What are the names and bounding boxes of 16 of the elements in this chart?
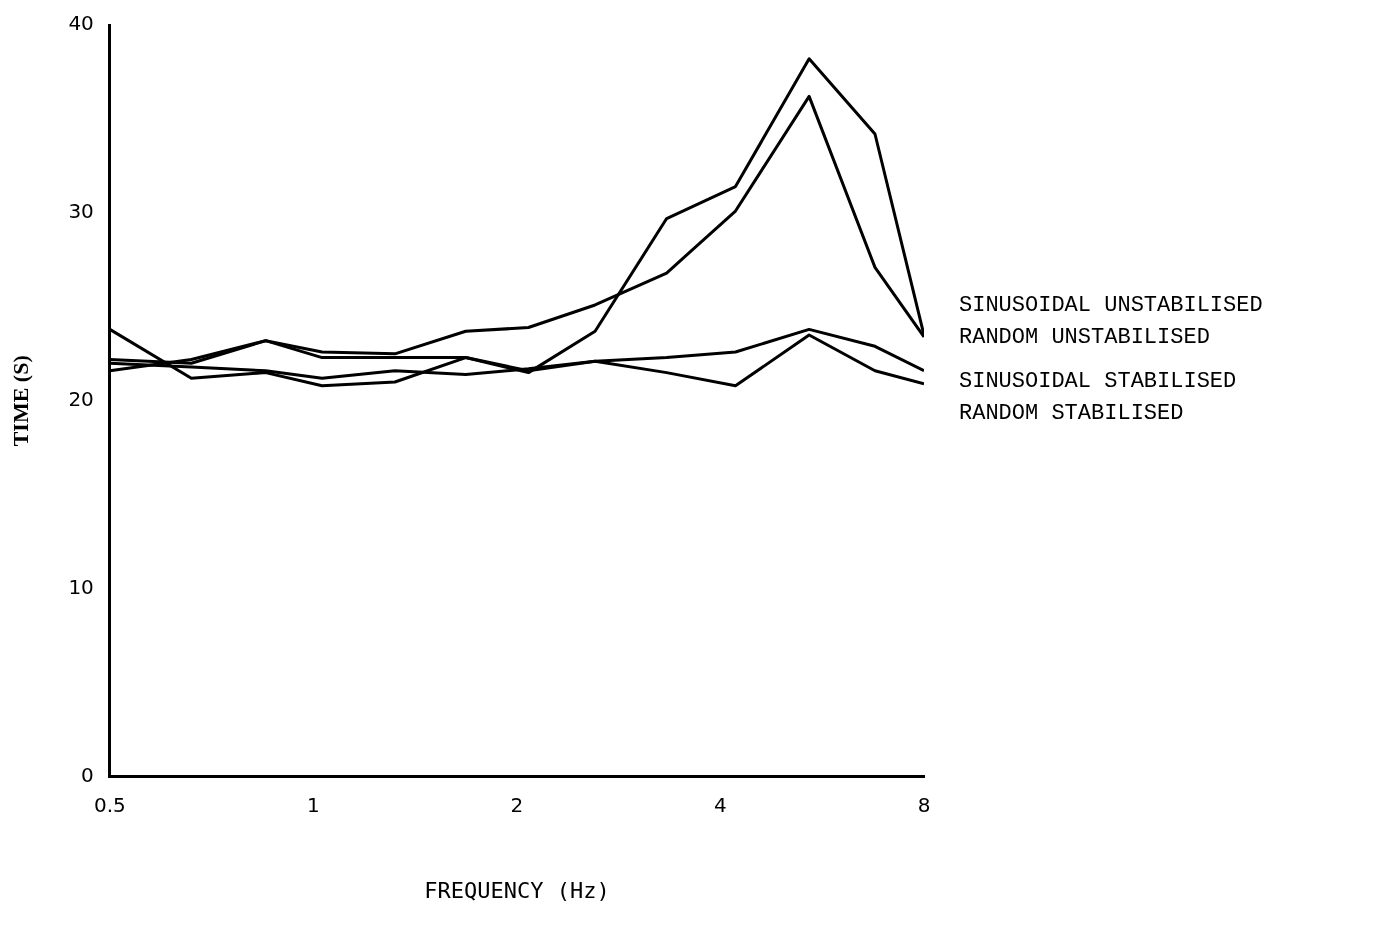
y-tick-label: 20	[68, 387, 94, 411]
y-tick-label: 0	[81, 762, 94, 787]
x-axis-title: FREQUENCY (Hz)	[424, 877, 610, 903]
series-label: SINUSOIDAL UNSTABILISED	[959, 292, 1263, 318]
series-label: RANDOM STABILISED	[959, 400, 1184, 426]
series-label: SINUSOIDAL STABILISED	[959, 368, 1237, 394]
x-tick-label: 8	[917, 792, 931, 817]
x-tick-label: 1	[307, 792, 320, 817]
series-label: RANDOM UNSTABILISED	[959, 324, 1210, 350]
x-tick-label: 4	[714, 792, 727, 817]
y-axis-title: TIME (S)	[7, 355, 33, 447]
x-tick-label: 2	[510, 792, 524, 817]
y-tick-label: 10	[68, 574, 94, 599]
x-tick-label: 0.5	[93, 792, 126, 817]
y-tick-label: 30	[68, 199, 94, 224]
y-tick-label: 40	[68, 11, 94, 36]
